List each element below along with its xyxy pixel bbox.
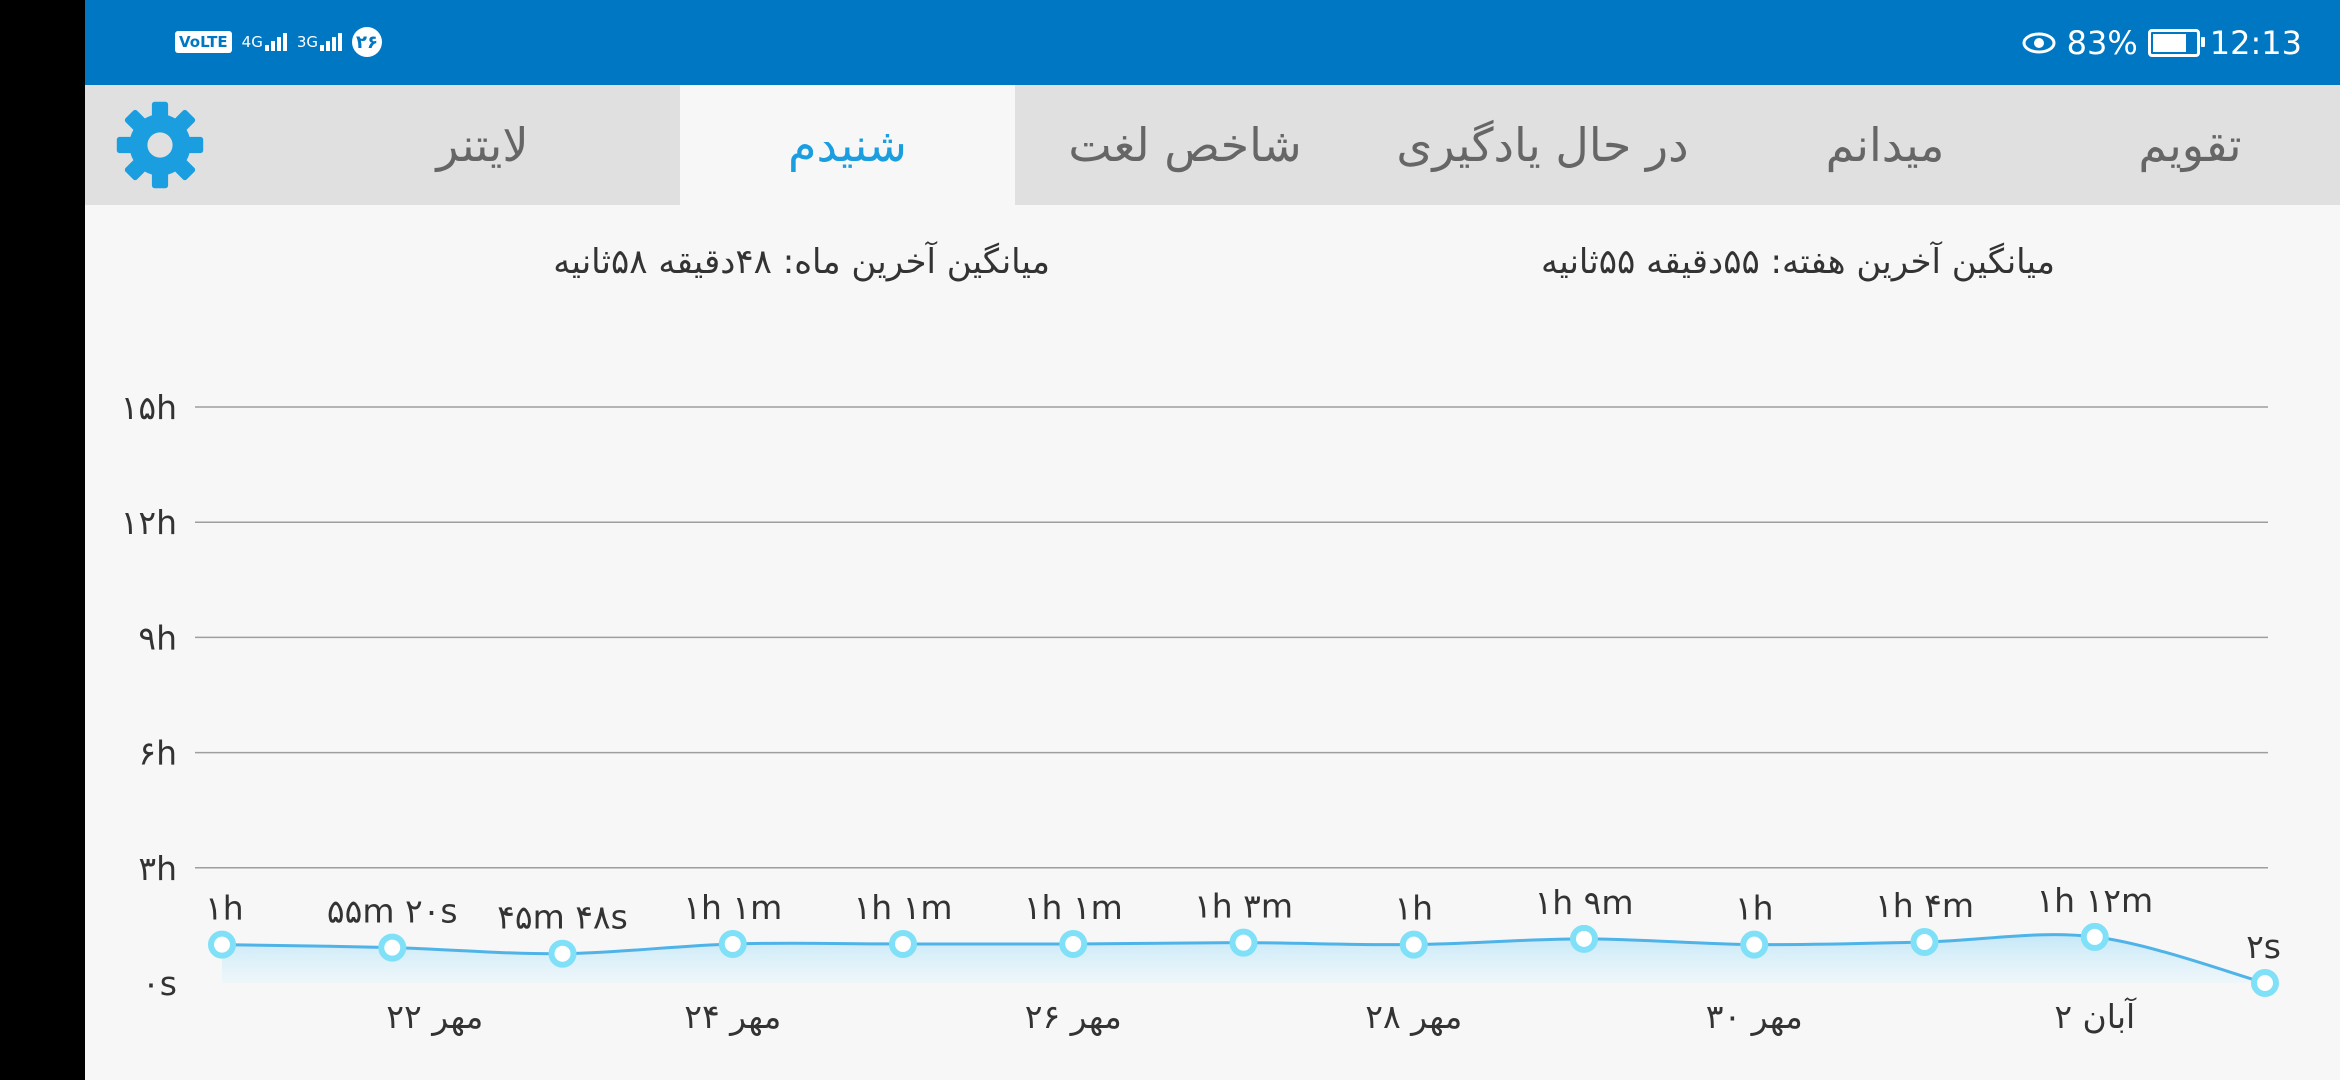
status-left: VoLTE 4G 3G ۲۶ <box>175 22 382 62</box>
data-label: ۱h ۱m <box>854 888 953 927</box>
data-point-marker <box>889 929 917 958</box>
data-labels: ۱h ۵۵m ۲۰s ۴۵m ۴۸s ۱h ۱m ۱h ۱m ۱h ۱m ۱h ۳m ۱h ۱h… <box>205 881 2281 966</box>
tab-calendar-label: تقویم <box>2138 118 2242 172</box>
data-label: ۱h ۹m <box>1535 883 1634 922</box>
sim1-label: 4G <box>241 33 263 51</box>
chart-grid <box>195 406 2268 869</box>
y-tick-label: ۱۲h <box>121 503 177 542</box>
data-label: ۱h ۳m <box>1194 887 1293 926</box>
data-label: ۱h ۱m <box>683 888 782 927</box>
tab-leitner-label: لایتنر <box>436 118 529 172</box>
battery-percent: 83% <box>2066 24 2138 62</box>
x-tick-label: ۲ آبان <box>2054 997 2137 1036</box>
data-label: ۱h ۱m <box>1024 888 1123 927</box>
data-label: ۱h ۴m <box>1875 886 1974 925</box>
tab-known-label: میدانم <box>1825 118 1945 172</box>
data-label: ۱h <box>1735 889 1774 928</box>
status-bar: VoLTE 4G 3G ۲۶ 83% 12:13 <box>85 0 2340 85</box>
x-axis-labels: ۲۲ مهر ۲۴ مهر ۲۶ مهر ۲۸ مهر ۳۰ مهر ۲ آبان <box>386 997 2137 1036</box>
y-tick-label: ۶h <box>138 734 177 773</box>
tab-heard[interactable]: شنیدم <box>680 85 1015 205</box>
listening-time-chart: ۰s ۳h ۶h ۹h ۱۲h ۱۵h ۱h ۵۵m ۲۰s ۴۵m ۴۸s ۱h ۱m ۱h ۱… <box>121 388 2281 1036</box>
clock: 12:13 <box>2209 24 2302 62</box>
tab-word-index-label: شاخص لغت <box>1068 118 1302 172</box>
data-point-marker <box>1910 928 1939 957</box>
tab-bar: تقویم میدانم در حال یادگیری شاخص لغت شنی… <box>85 85 2340 205</box>
data-point-marker <box>1399 930 1428 959</box>
data-point-marker <box>718 929 747 958</box>
tab-learning[interactable]: در حال یادگیری <box>1355 85 1730 205</box>
notification-badge: ۲۶ <box>352 27 382 57</box>
data-point-marker <box>208 930 236 959</box>
data-label: ۲s <box>2246 927 2281 966</box>
data-point-marker <box>1570 924 1598 953</box>
sim2-label: 3G <box>296 33 318 51</box>
battery-icon <box>2147 29 2205 57</box>
data-point-marker <box>1740 930 1769 959</box>
y-tick-label: ۳h <box>138 849 177 888</box>
sim1-signal-icon: 4G <box>242 33 287 51</box>
tab-known[interactable]: میدانم <box>1730 85 2040 205</box>
data-label: ۵۵m ۲۰s <box>327 892 458 931</box>
volte-badge: VoLTE <box>175 31 232 53</box>
y-tick-label: ۱۵h <box>121 388 177 427</box>
y-tick-label: ۰s <box>142 964 177 1003</box>
x-tick-label: ۲۸ مهر <box>1365 997 1462 1036</box>
status-right: 83% 12:13 <box>2021 20 2302 66</box>
tab-calendar[interactable]: تقویم <box>2040 85 2340 205</box>
app-screen: VoLTE 4G 3G ۲۶ 83% 12:13 تقویم میدانم در… <box>85 0 2340 1080</box>
settings-gear-icon[interactable] <box>115 100 205 190</box>
y-axis-labels: ۰s ۳h ۶h ۹h ۱۲h ۱۵h <box>121 388 177 1003</box>
data-point-marker <box>1059 929 1088 958</box>
data-label: ۴۵m ۴۸s <box>497 898 628 937</box>
y-tick-label: ۹h <box>138 618 177 657</box>
tab-learning-label: در حال یادگیری <box>1396 118 1689 172</box>
weekly-average: میانگین آخرین هفته: ۵۵دقیقه ۵۵ثانیه <box>1540 242 2055 282</box>
x-tick-label: ۳۰ مهر <box>1706 997 1803 1036</box>
data-point-marker <box>548 939 577 968</box>
series-markers <box>208 922 2279 997</box>
tab-heard-label: شنیدم <box>788 118 907 172</box>
x-tick-label: ۲۲ مهر <box>386 997 483 1036</box>
data-label: ۱h <box>205 889 244 928</box>
monthly-average: میانگین آخرین ماه: ۴۸دقیقه ۵۸ثانیه <box>553 242 1050 282</box>
x-tick-label: ۲۴ مهر <box>684 997 781 1036</box>
tab-leitner[interactable]: لایتنر <box>285 85 680 205</box>
data-point-marker <box>2251 968 2279 997</box>
x-tick-label: ۲۶ مهر <box>1025 997 1122 1036</box>
eye-comfort-icon <box>2022 32 2056 54</box>
data-label: ۱h <box>1394 889 1433 928</box>
sim2-signal-icon: 3G <box>297 33 342 51</box>
tab-word-index[interactable]: شاخص لغت <box>1015 85 1355 205</box>
data-point-marker <box>378 933 407 962</box>
data-point-marker <box>1229 928 1258 957</box>
data-label: ۱h ۱۲m <box>2036 881 2153 920</box>
data-point-marker <box>2080 922 2109 951</box>
